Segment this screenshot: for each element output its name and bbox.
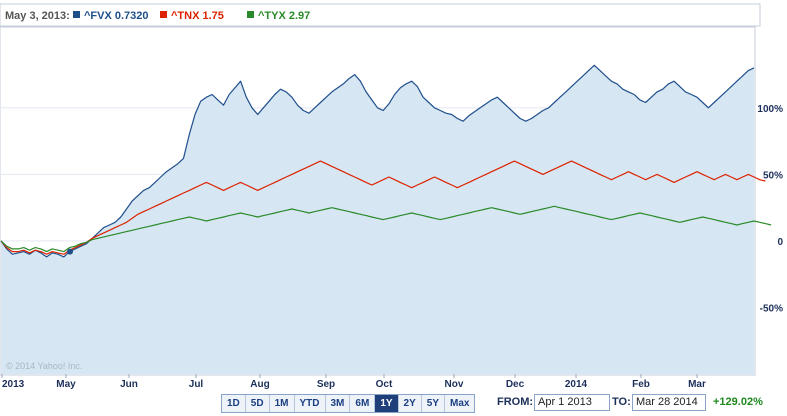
- x-axis: 2013 May Jun Jul Aug Sep Oct Nov Dec 2014 Feb Mar: [1, 374, 706, 390]
- x-tick-label: Nov: [445, 379, 464, 390]
- x-tick-label: Jul: [189, 379, 204, 390]
- range-button-6m[interactable]: 6M: [350, 395, 376, 412]
- to-date-input[interactable]: Mar 28 2014: [632, 394, 706, 411]
- from-label: FROM:: [497, 396, 534, 408]
- y-tick-label: 0: [777, 237, 783, 248]
- legend-items: ^FVX 0.7320 ^TNX 1.75 ^TYX 2.97: [73, 10, 310, 22]
- range-button-1d[interactable]: 1D: [222, 395, 246, 412]
- range-button-2y[interactable]: 2Y: [399, 395, 422, 412]
- legend-swatch: [160, 11, 167, 18]
- change-percent: +129.02%: [713, 396, 763, 408]
- series-line-tyx: [0, 205, 772, 253]
- legend-entry: ^TYX 2.97: [258, 10, 310, 22]
- x-tick-label: May: [56, 379, 76, 390]
- x-tick-label: 2014: [565, 379, 588, 390]
- x-tick-label: Oct: [376, 379, 393, 390]
- x-tick-label: 2013: [2, 379, 25, 390]
- x-tick-label: Feb: [632, 379, 650, 390]
- range-button-5d[interactable]: 5D: [246, 395, 270, 412]
- y-axis: 100% 50% 0 -50%: [757, 104, 783, 315]
- range-button-3m[interactable]: 3M: [326, 395, 351, 412]
- legend-swatch: [247, 11, 254, 18]
- legend-bar: [0, 3, 761, 27]
- y-tick-label: 100%: [757, 104, 783, 115]
- x-tick-label: Sep: [317, 379, 335, 390]
- range-button-group: 1D 5D 1M YTD 3M 6M 1Y 2Y 5Y Max: [221, 394, 476, 413]
- legend-entry: ^FVX 0.7320: [84, 10, 149, 22]
- y-tick-label: -50%: [760, 303, 783, 314]
- x-tick-label: Aug: [250, 379, 269, 390]
- range-controls: 1D 5D 1M YTD 3M 6M 1Y 2Y 5Y Max FROM: Apr 1 2013 …: [0, 393, 787, 413]
- series-line-fvx: [0, 64, 755, 258]
- legend-entry: ^TNX 1.75: [171, 10, 224, 22]
- to-label: TO:: [612, 396, 631, 408]
- legend-swatch: [73, 11, 80, 18]
- start-marker: [67, 248, 73, 255]
- series-line-tnx: [0, 160, 766, 255]
- range-button-5y[interactable]: 5Y: [422, 395, 446, 412]
- series-layer: [0, 64, 772, 375]
- copyright-text: © 2014 Yahoo! Inc.: [6, 361, 82, 371]
- x-tick-label: Mar: [688, 379, 706, 390]
- from-date-input[interactable]: Apr 1 2013: [534, 394, 610, 411]
- range-button-1y[interactable]: 1Y: [375, 395, 399, 412]
- x-tick-label: Jun: [120, 379, 138, 390]
- series-area-fvx: [1, 65, 754, 375]
- range-button-1m[interactable]: 1M: [270, 395, 295, 412]
- x-tick-label: Dec: [506, 379, 525, 390]
- legend-date: May 3, 2013:: [5, 10, 70, 22]
- range-button-ytd[interactable]: YTD: [295, 395, 326, 412]
- range-button-max[interactable]: Max: [450, 398, 470, 409]
- y-tick-label: 50%: [763, 170, 783, 181]
